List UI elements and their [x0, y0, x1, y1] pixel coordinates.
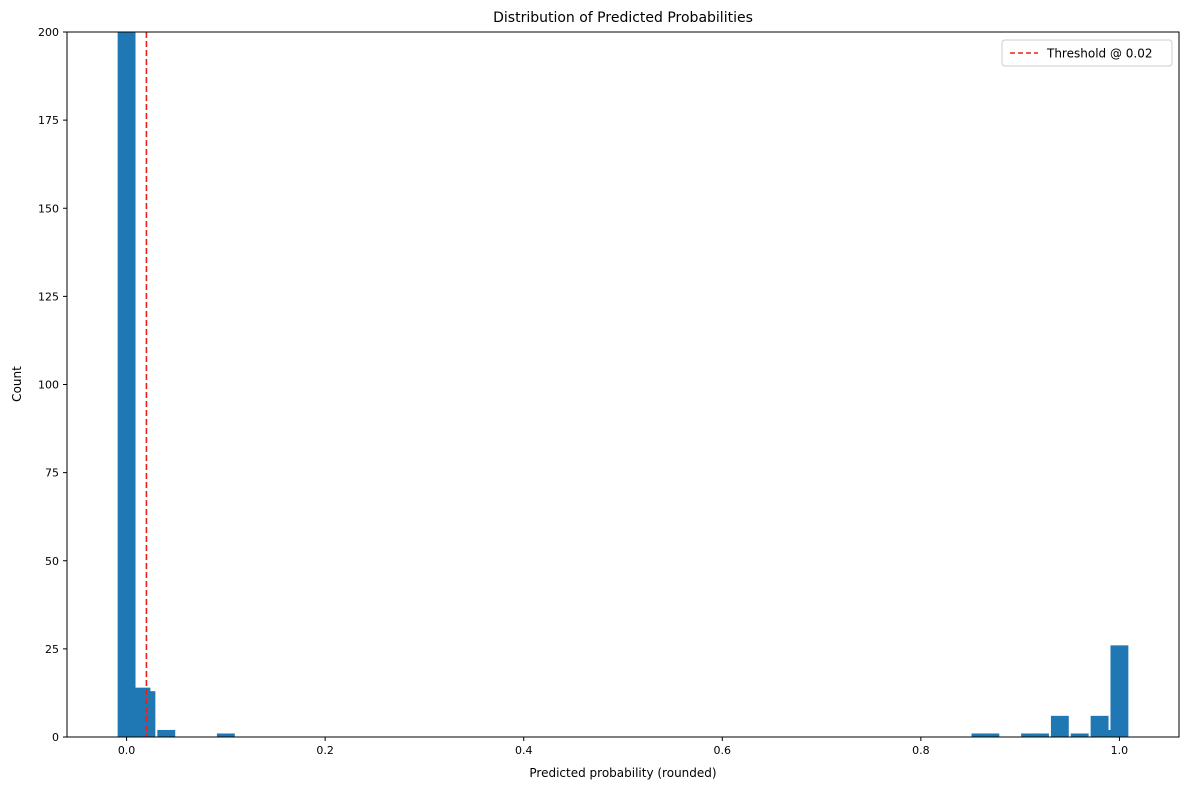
- y-axis-ticks: 0 25 50 75 100 125 150 175 200: [38, 26, 67, 744]
- y-axis-label: Count: [10, 366, 24, 402]
- plot-frame: [66, 31, 1180, 738]
- x-tick-label-5: 1.0: [1111, 744, 1129, 757]
- y-tick-label-3: 75: [45, 467, 59, 480]
- y-tick-label-7: 175: [38, 114, 59, 127]
- histogram-bar-10: [1070, 733, 1089, 737]
- x-tick-label-1: 0.2: [316, 744, 334, 757]
- histogram-bar-2: [137, 691, 156, 737]
- x-tick-label-2: 0.4: [515, 744, 533, 757]
- legend-box: [1001, 39, 1173, 67]
- y-tick-label-4: 100: [38, 379, 59, 392]
- histogram-bar-0: [117, 32, 136, 737]
- histogram-bar-3: [157, 729, 176, 737]
- chart-title: Distribution of Predicted Probabilities: [493, 10, 753, 26]
- y-tick-label-1: 25: [45, 643, 59, 656]
- legend: Threshold @ 0.02: [1001, 39, 1173, 67]
- x-axis-ticks: 0.0 0.2 0.4 0.6 0.8 1.0: [118, 737, 1128, 757]
- y-tick-label-2: 50: [45, 555, 59, 568]
- x-tick-label-0: 0.0: [118, 744, 136, 757]
- histogram-bar-9: [1050, 715, 1069, 737]
- histogram-bar-4: [216, 733, 235, 737]
- histogram-bar-13: [1110, 645, 1129, 737]
- y-tick-label-6: 150: [38, 202, 59, 215]
- y-tick-label-0: 0: [52, 731, 59, 744]
- histogram-bar-12: [1100, 729, 1119, 737]
- x-tick-label-3: 0.6: [714, 744, 732, 757]
- y-tick-label-8: 200: [38, 26, 59, 39]
- legend-threshold-label: Threshold @ 0.02: [1046, 47, 1153, 61]
- histogram-bar-5: [971, 733, 990, 737]
- histogram-bar-8: [1031, 733, 1049, 737]
- histogram-bar-7: [1021, 733, 1040, 737]
- x-axis-label: Predicted probability (rounded): [529, 766, 716, 780]
- x-tick-label-4: 0.8: [912, 744, 930, 757]
- y-tick-label-5: 125: [38, 290, 59, 303]
- histogram-bar-6: [981, 733, 1000, 737]
- histogram-bars: [117, 32, 1129, 737]
